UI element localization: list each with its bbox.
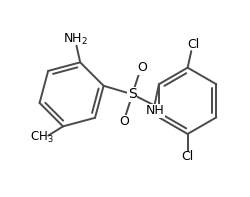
Text: NH$_2$: NH$_2$	[63, 32, 88, 47]
Text: Cl: Cl	[182, 151, 194, 164]
Text: Cl: Cl	[187, 38, 199, 51]
Text: S: S	[128, 87, 137, 101]
Text: O: O	[119, 115, 129, 128]
Text: NH: NH	[146, 104, 165, 117]
Text: O: O	[138, 61, 147, 74]
Text: CH$_3$: CH$_3$	[30, 130, 54, 145]
